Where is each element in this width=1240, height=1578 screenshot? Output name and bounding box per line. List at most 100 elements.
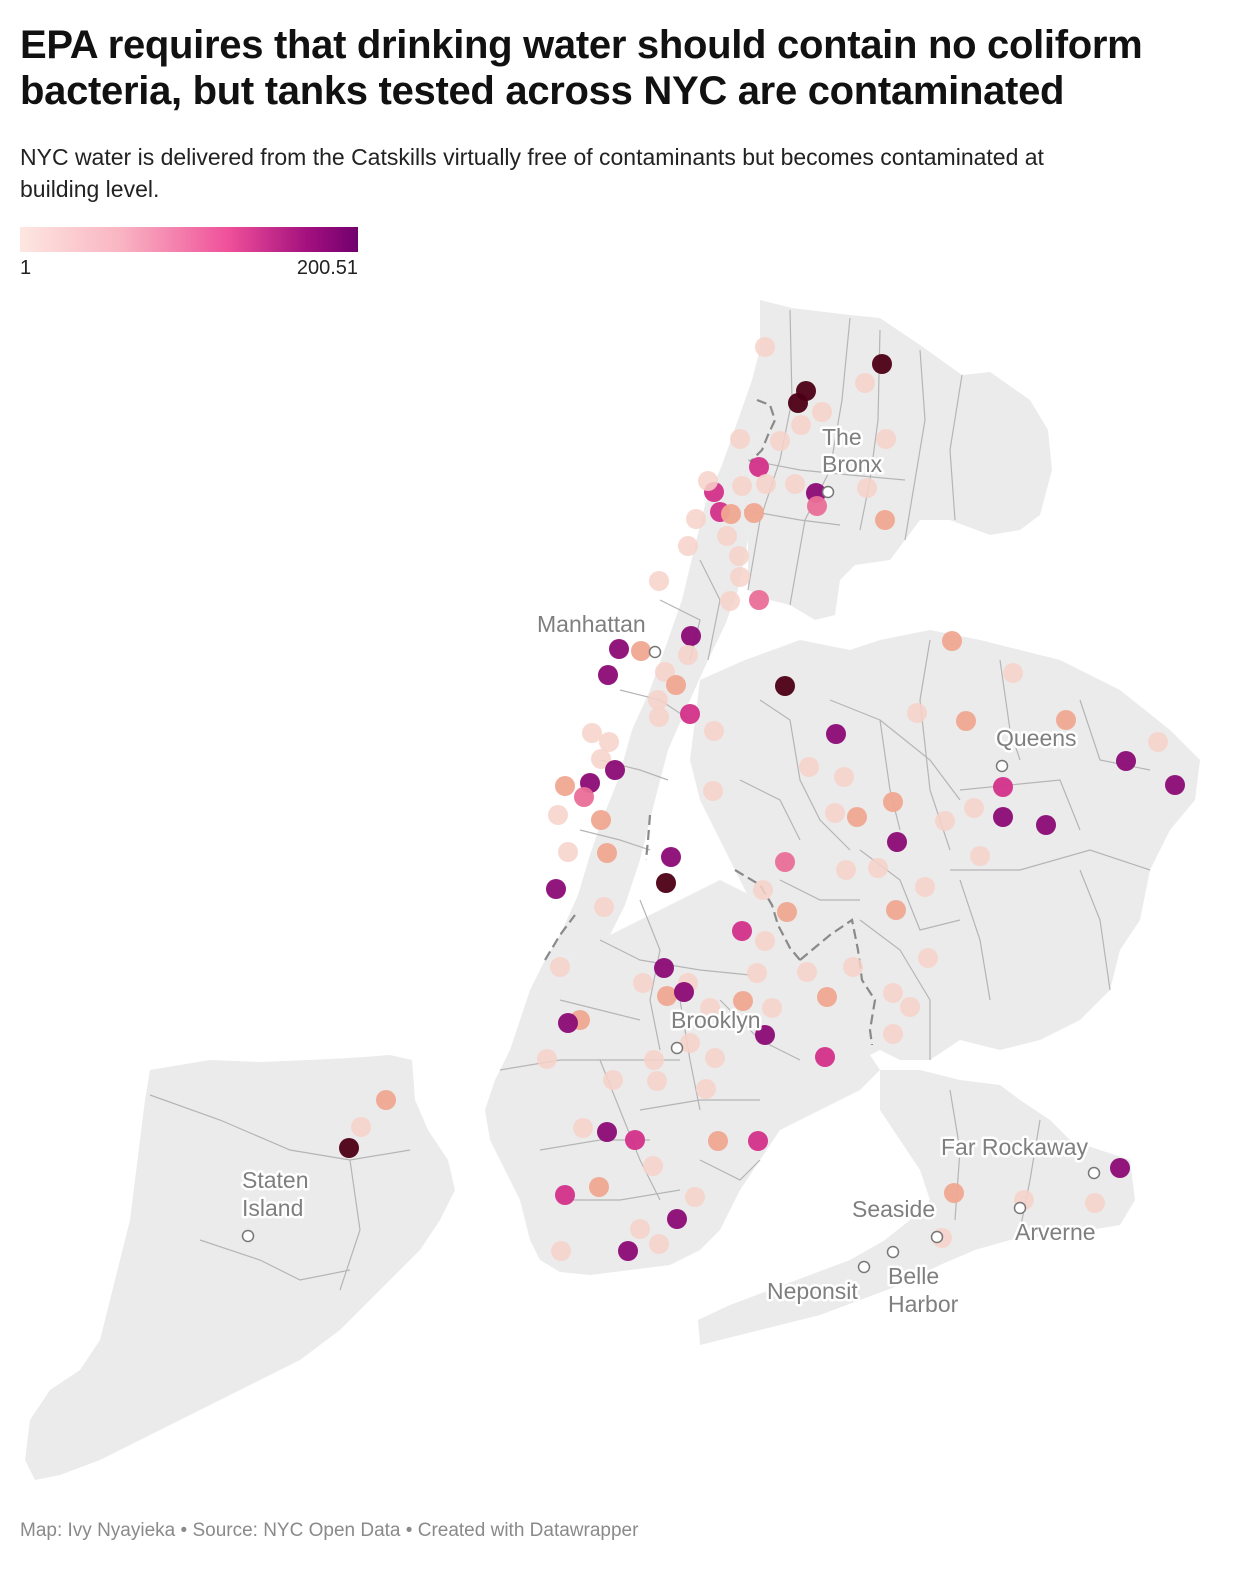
sample-point[interactable] (775, 676, 795, 696)
sample-point[interactable] (555, 1185, 575, 1205)
sample-point[interactable] (826, 724, 846, 744)
sample-point[interactable] (720, 591, 740, 611)
sample-point[interactable] (883, 1024, 903, 1044)
sample-point[interactable] (339, 1138, 359, 1158)
sample-point[interactable] (744, 503, 764, 523)
sample-point[interactable] (649, 571, 669, 591)
sample-point[interactable] (1148, 732, 1168, 752)
sample-point[interactable] (876, 429, 896, 449)
sample-point[interactable] (678, 536, 698, 556)
sample-point[interactable] (797, 962, 817, 982)
sample-point[interactable] (970, 846, 990, 866)
sample-point[interactable] (558, 1013, 578, 1033)
sample-point[interactable] (605, 760, 625, 780)
sample-point[interactable] (755, 1025, 775, 1045)
sample-point[interactable] (855, 373, 875, 393)
sample-point[interactable] (603, 1070, 623, 1090)
sample-point[interactable] (791, 415, 811, 435)
sample-point[interactable] (376, 1090, 396, 1110)
sample-point[interactable] (847, 807, 867, 827)
sample-point[interactable] (703, 781, 723, 801)
sample-point[interactable] (680, 704, 700, 724)
sample-point[interactable] (907, 703, 927, 723)
sample-point[interactable] (708, 1131, 728, 1151)
sample-point[interactable] (748, 1131, 768, 1151)
sample-point[interactable] (647, 1071, 667, 1091)
sample-point[interactable] (618, 1241, 638, 1261)
sample-point[interactable] (630, 1219, 650, 1239)
sample-point[interactable] (700, 998, 720, 1018)
sample-point[interactable] (625, 1130, 645, 1150)
sample-point[interactable] (705, 1048, 725, 1068)
sample-point[interactable] (678, 645, 698, 665)
sample-point[interactable] (775, 852, 795, 872)
sample-point[interactable] (685, 1187, 705, 1207)
sample-point[interactable] (1056, 710, 1076, 730)
sample-point[interactable] (886, 900, 906, 920)
sample-point[interactable] (661, 847, 681, 867)
sample-point[interactable] (755, 337, 775, 357)
sample-point[interactable] (674, 982, 694, 1002)
sample-point[interactable] (717, 526, 737, 546)
sample-point[interactable] (777, 902, 797, 922)
sample-point[interactable] (666, 675, 686, 695)
sample-point[interactable] (573, 1118, 593, 1138)
sample-point[interactable] (755, 931, 775, 951)
sample-point[interactable] (747, 963, 767, 983)
sample-point[interactable] (597, 1122, 617, 1142)
sample-point[interactable] (555, 776, 575, 796)
sample-point[interactable] (836, 860, 856, 880)
sample-point[interactable] (648, 690, 668, 710)
sample-point[interactable] (599, 732, 619, 752)
sample-point[interactable] (698, 471, 718, 491)
sample-point[interactable] (762, 998, 782, 1018)
sample-point[interactable] (749, 590, 769, 610)
sample-point[interactable] (591, 810, 611, 830)
sample-point[interactable] (721, 504, 741, 524)
sample-point[interactable] (704, 721, 724, 741)
sample-point[interactable] (944, 1183, 964, 1203)
sample-point[interactable] (1036, 815, 1056, 835)
sample-point[interactable] (817, 987, 837, 1007)
sample-point[interactable] (598, 665, 618, 685)
sample-point[interactable] (942, 631, 962, 651)
sample-point[interactable] (1165, 775, 1185, 795)
sample-point[interactable] (732, 921, 752, 941)
sample-point[interactable] (887, 832, 907, 852)
sample-point[interactable] (956, 711, 976, 731)
sample-point[interactable] (551, 1241, 571, 1261)
sample-point[interactable] (1085, 1193, 1105, 1213)
sample-point[interactable] (788, 393, 808, 413)
sample-point[interactable] (1110, 1158, 1130, 1178)
sample-point[interactable] (993, 807, 1013, 827)
sample-point[interactable] (546, 879, 566, 899)
sample-point[interactable] (597, 843, 617, 863)
sample-point[interactable] (815, 1047, 835, 1067)
sample-point[interactable] (770, 431, 790, 451)
sample-point[interactable] (875, 510, 895, 530)
sample-point[interactable] (883, 983, 903, 1003)
sample-point[interactable] (730, 567, 750, 587)
sample-point[interactable] (550, 957, 570, 977)
sample-point[interactable] (799, 757, 819, 777)
sample-point[interactable] (883, 792, 903, 812)
sample-point[interactable] (681, 626, 701, 646)
sample-point[interactable] (915, 877, 935, 897)
sample-point[interactable] (825, 803, 845, 823)
sample-point[interactable] (807, 496, 827, 516)
sample-point[interactable] (351, 1117, 371, 1137)
sample-point[interactable] (696, 1079, 716, 1099)
sample-point[interactable] (609, 639, 629, 659)
sample-point[interactable] (964, 798, 984, 818)
sample-point[interactable] (686, 509, 706, 529)
sample-point[interactable] (657, 986, 677, 1006)
sample-point[interactable] (993, 777, 1013, 797)
sample-point[interactable] (654, 958, 674, 978)
sample-point[interactable] (857, 478, 877, 498)
sample-point[interactable] (868, 858, 888, 878)
sample-point[interactable] (548, 805, 568, 825)
sample-point[interactable] (918, 948, 938, 968)
sample-point[interactable] (834, 767, 854, 787)
sample-point[interactable] (574, 787, 594, 807)
sample-point[interactable] (582, 723, 602, 743)
